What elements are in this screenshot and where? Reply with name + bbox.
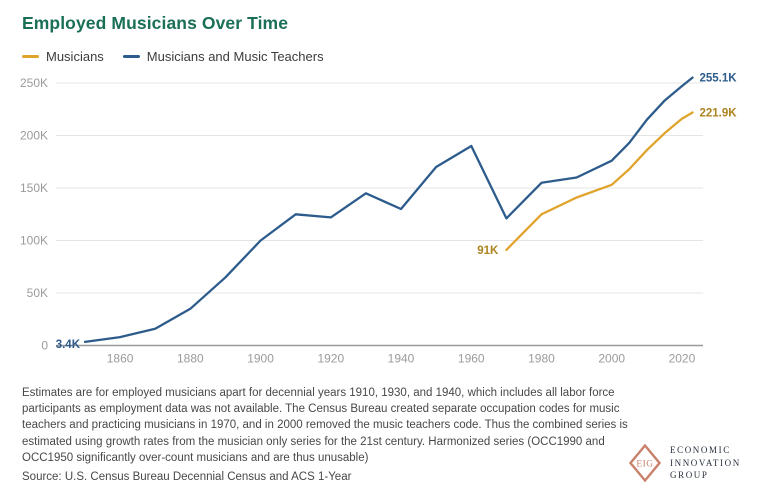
legend-item-musicians: Musicians (22, 49, 104, 64)
y-tick-label: 150K (20, 181, 48, 195)
x-tick-label: 2020 (669, 352, 696, 366)
y-tick-label: 250K (20, 76, 48, 90)
x-tick-label: 1880 (177, 352, 204, 366)
chart-footnote: Estimates are for employed musicians apa… (22, 387, 628, 464)
chart-legend: Musicians Musicians and Music Teachers (22, 49, 324, 64)
logo-line-2: INNOVATION (670, 457, 741, 468)
legend-item-musicians-and-music-teachers: Musicians and Music Teachers (122, 49, 324, 64)
x-tick-label: 1980 (528, 352, 555, 366)
x-tick-label: 1960 (458, 352, 485, 366)
y-tick-label: 200K (20, 129, 48, 143)
data-label-255.1k: 255.1K (699, 73, 737, 85)
legend-label-musicians-and-music-teachers: Musicians and Music Teachers (146, 49, 324, 64)
y-tick-label: 50K (27, 286, 48, 300)
x-tick-label: 2000 (598, 352, 625, 366)
series-line-musicians (505, 111, 694, 252)
eig-logo: EIG ECONOMIC INNOVATION GROUP (629, 444, 741, 482)
x-tick-label: 1920 (317, 352, 344, 366)
eig-monogram: EIG (636, 460, 653, 470)
chart-svg: 0 50K 100K 150K 200K 250K 1860 1880 1900 1920 1940… (20, 73, 737, 366)
logo-line-1: ECONOMIC (670, 445, 731, 456)
y-tick-label: 0 (41, 339, 48, 353)
legend-swatch-musicians (22, 55, 39, 58)
legend-swatch-musicians-and-music-teachers (122, 55, 140, 58)
data-label-221.9k: 221.9K (699, 108, 737, 120)
x-tick-label: 1900 (247, 352, 274, 366)
data-label-3.4k: 3.4K (56, 339, 81, 351)
page-title: Employed Musicians Over Time (22, 13, 289, 33)
logo-line-3: GROUP (670, 470, 709, 481)
legend-label-musicians: Musicians (46, 49, 104, 64)
y-tick-label: 100K (20, 234, 48, 248)
data-label-91k: 91K (477, 245, 499, 257)
logo-wordmark: ECONOMIC INNOVATION GROUP (670, 444, 741, 482)
source-line: Source: U.S. Census Bureau Decennial Cen… (22, 471, 352, 483)
eig-diamond-icon: EIG (629, 444, 661, 482)
series-line-musicians-and-music-teachers (83, 76, 694, 344)
x-tick-label: 1940 (388, 352, 415, 366)
x-tick-label: 1860 (107, 352, 134, 366)
